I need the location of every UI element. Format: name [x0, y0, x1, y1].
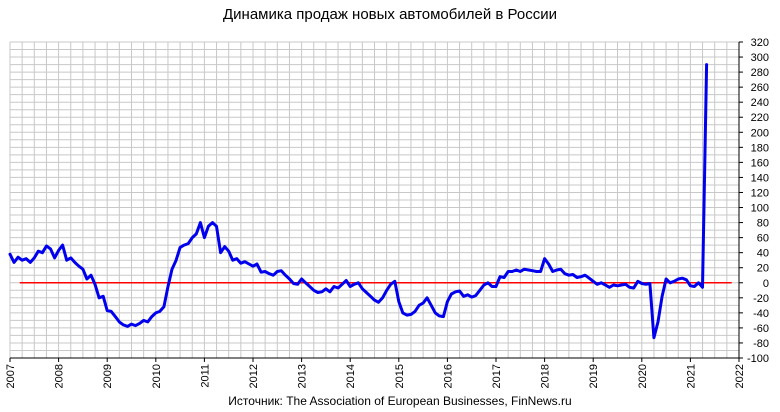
y-tick-label: 160: [751, 157, 769, 169]
series-group: [8, 63, 709, 340]
y-tick-label: 260: [751, 82, 769, 94]
y-tick-label: -100: [747, 353, 769, 365]
x-tick-label: 2016: [442, 364, 454, 388]
y-tick-label: 300: [751, 52, 769, 64]
x-tick-label: 2020: [637, 364, 649, 388]
y-tick-label: 320: [751, 37, 769, 49]
y-tick-label: 0: [763, 278, 769, 290]
y-tick-label: 20: [757, 263, 769, 275]
x-tick-label: 2014: [345, 364, 357, 388]
y-tick-label: -20: [753, 293, 769, 305]
y-tick-label: 280: [751, 67, 769, 79]
y-tick-label: 80: [757, 218, 769, 230]
x-tick-label: 2010: [151, 364, 163, 388]
x-tick-label: 2008: [54, 364, 66, 388]
x-tick-label: 2017: [491, 364, 503, 388]
y-axis-ticks: -100 -80 -60 -40 -20 0 20 40 60 80 100 120 140 160 180…: [739, 37, 769, 365]
y-tick-label: 40: [757, 248, 769, 260]
y-tick-label: -80: [753, 338, 769, 350]
series-line: [8, 63, 709, 340]
x-tick-label: 2021: [685, 364, 697, 388]
x-tick-label: 2007: [5, 364, 17, 388]
chart-title: Динамика продаж новых автомобилей в Росс…: [223, 6, 557, 23]
axes: [10, 42, 740, 359]
chart-source: Источник: The Association of European Bu…: [228, 394, 571, 408]
y-tick-label: 120: [751, 187, 769, 199]
y-tick-label: 220: [751, 112, 769, 124]
x-tick-label: 2019: [588, 364, 600, 388]
y-tick-label: 100: [751, 203, 769, 215]
x-tick-label: 2009: [102, 364, 114, 388]
x-tick-label: 2018: [540, 364, 552, 388]
x-tick-label: 2011: [199, 364, 211, 388]
y-tick-label: -60: [753, 323, 769, 335]
y-tick-label: 140: [751, 172, 769, 184]
x-tick-label: 2012: [248, 364, 260, 388]
x-tick-label: 2015: [394, 364, 406, 388]
y-tick-label: -40: [753, 308, 769, 320]
y-tick-label: 180: [751, 142, 769, 154]
y-tick-label: 200: [751, 127, 769, 139]
grid: [9, 41, 740, 359]
y-tick-label: 60: [757, 233, 769, 245]
x-axis-ticks: 2007 2008 2009 2010 2011 2012 2013 2014 2015 2016…: [5, 358, 746, 388]
y-tick-label: 240: [751, 97, 769, 109]
x-tick-label: 2013: [297, 364, 309, 388]
x-tick-label: 2022: [734, 364, 746, 388]
